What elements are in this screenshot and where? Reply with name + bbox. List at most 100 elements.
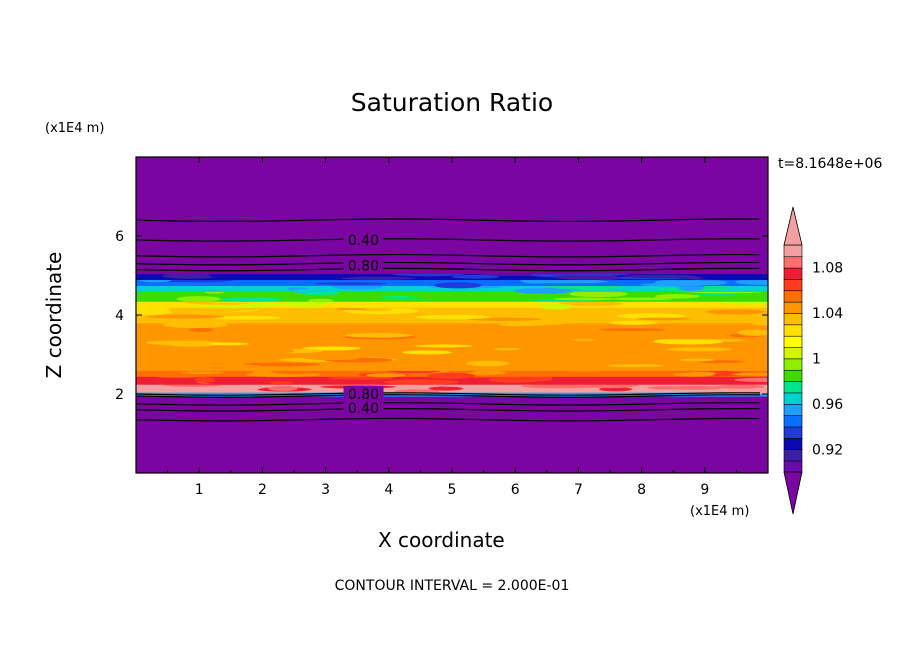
contour-streak [647, 386, 684, 390]
contour-streak [623, 274, 698, 279]
contour-streak [262, 348, 295, 354]
contour-streak [680, 358, 715, 362]
contour-streak [421, 301, 447, 308]
contour-streak [302, 346, 361, 351]
contour-streak [290, 301, 325, 308]
contour-label-bg [343, 231, 384, 247]
contour-streak [714, 384, 765, 389]
x-tick-label: 5 [448, 482, 457, 498]
contour-streak [194, 377, 216, 383]
contour-line [136, 417, 761, 422]
contour-streak [372, 341, 421, 346]
time-label: t=8.1648e+06 [778, 156, 883, 172]
contour-line [136, 392, 761, 396]
contour-streak [357, 307, 393, 312]
contour-streak [415, 314, 491, 320]
colorbar-segment [783, 256, 803, 269]
colorbar-segment [783, 335, 803, 348]
contour-label-bg [343, 399, 384, 415]
contour-line-layer [136, 218, 761, 422]
contour-streak [735, 279, 768, 285]
colorbar-segment [783, 312, 803, 326]
contour-streak [705, 309, 766, 315]
contour-streak [189, 328, 214, 333]
colorbar-over-triangle [783, 206, 803, 246]
colorbar-segment [783, 244, 803, 258]
contour-label-bg [343, 257, 384, 273]
contour-streak [176, 296, 221, 302]
contour-streak [136, 308, 173, 316]
colorbar-segment [783, 301, 803, 314]
contour-interval-note: CONTOUR INTERVAL = 2.000E-01 [334, 578, 570, 594]
x-tick-label: 2 [258, 482, 267, 498]
contour-streak [465, 360, 510, 367]
x-tick-label: 6 [511, 482, 520, 498]
colorbar-tick-label: 1.04 [812, 306, 843, 322]
contour-streak [734, 377, 768, 382]
contour-streak [212, 315, 281, 320]
axis-layer: 1 2 3 4 5 6 7 8 9 2 4 6 [115, 157, 768, 498]
contour-band [136, 354, 768, 371]
contour-streak [692, 280, 728, 286]
y-tick-label: 6 [115, 229, 124, 245]
x-tick-label: 8 [637, 482, 646, 498]
colorbar-segment [783, 380, 803, 394]
contour-streak [146, 314, 225, 319]
contour-line [136, 408, 761, 412]
x-tick-label: 9 [700, 482, 709, 498]
contour-band [136, 285, 768, 292]
contour-streak [359, 323, 394, 326]
contour-streak [203, 378, 264, 385]
contour-streak [310, 351, 340, 357]
contour-streak [383, 379, 460, 385]
contour-streak [136, 378, 185, 382]
contour-streak [672, 302, 739, 307]
contour-streak [327, 376, 395, 380]
contour-streak [292, 288, 324, 294]
contour-streak [721, 365, 747, 369]
contour-streak [145, 340, 198, 346]
contour-streak [569, 290, 628, 298]
contour-streak [136, 329, 181, 332]
contour-streak [719, 338, 745, 342]
colorbar-segment [783, 448, 803, 462]
contour-streak [274, 371, 315, 374]
contour-streak [616, 313, 686, 319]
colorbar-segment [783, 460, 803, 473]
contour-streak [180, 371, 224, 374]
colorbar-tick-label: 1.08 [812, 261, 843, 277]
contour-label: 0.80 [348, 387, 379, 403]
y-axis-label: Z coordinate [42, 251, 66, 379]
contour-streak [731, 372, 768, 376]
contour-streak [559, 300, 624, 307]
x-axis-label: X coordinate [378, 528, 505, 552]
contour-streak [213, 282, 235, 286]
contour-streak [245, 302, 285, 307]
contour-streak [640, 283, 707, 287]
contour-streak [497, 323, 547, 327]
contour-streak [653, 338, 724, 345]
contour-line [136, 253, 761, 258]
colorbar-tick-label: 1 [812, 352, 821, 368]
y-tick-label: 4 [115, 308, 124, 324]
contour-streak [686, 371, 716, 376]
contour-streak [406, 292, 484, 299]
contour-streak [598, 387, 633, 392]
contour-streak [402, 350, 452, 355]
contour-line [136, 402, 761, 406]
contour-streak [268, 385, 298, 392]
contour-streak [427, 372, 476, 379]
contour-streak [666, 347, 732, 352]
colorbar-segment [783, 392, 803, 405]
contour-line [136, 267, 761, 272]
x-tick-label: 7 [574, 482, 583, 498]
contour-label: 0.80 [348, 259, 379, 275]
contour-streak [539, 303, 573, 310]
contour-line [136, 218, 761, 223]
colorbar-segment [783, 278, 803, 292]
colorbar-tick-label: 0.96 [812, 397, 843, 413]
contour-streak [467, 317, 542, 321]
contour-streak [553, 274, 621, 280]
colorbar-segment [783, 426, 803, 439]
